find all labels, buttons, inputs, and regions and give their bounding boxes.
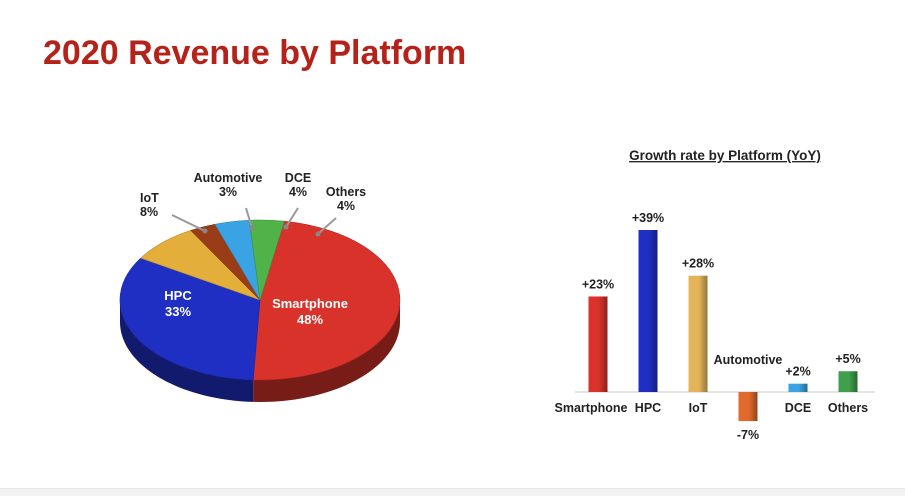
bar-category-smartphone: Smartphone [555, 401, 628, 415]
pie-label-iot: IoT [140, 191, 159, 205]
pie-label-automotive: Automotive [194, 171, 263, 185]
pie-leader-iot [171, 214, 206, 232]
bar-value-dce: +2% [785, 365, 810, 379]
bar-dce [788, 383, 808, 392]
bar-value-automotive: -7% [737, 428, 759, 442]
pie-leader-dot-others [315, 231, 321, 237]
pie-leader-others [317, 217, 337, 235]
pie-label-hpc: HPC [164, 288, 192, 303]
bar-chart-svg: Growth rate by Platform (YoY) +23% Smartph… [555, 148, 875, 442]
pie-value-dce: 4% [289, 185, 307, 199]
pie-label-dce: DCE [285, 171, 311, 185]
pie-leader-dce [285, 207, 299, 228]
pie-slice-smartphone [252, 220, 401, 381]
bar-category-others: Others [828, 401, 868, 415]
bar-value-hpc: +39% [632, 211, 664, 225]
bar-hpc [638, 230, 658, 392]
revenue-pie-chart: Smartphone 48% HPC 33% IoT 8% Automotive 3% DCE 4… [110, 160, 430, 420]
pie-side-smartphone [253, 300, 400, 402]
bar-group-automotive: -7% Automotive [714, 353, 783, 442]
pie-value-others: 4% [337, 199, 355, 213]
pie-value-automotive: 3% [219, 185, 237, 199]
pie-label-smartphone: Smartphone [272, 296, 348, 311]
pie-slices [119, 219, 401, 381]
bar-others [838, 371, 858, 392]
pie-leader-automotive [245, 207, 253, 229]
pie-value-iot: 8% [140, 205, 158, 219]
bar-category-iot: IoT [689, 401, 708, 415]
bar-chart-title: Growth rate by Platform (YoY) [629, 148, 821, 163]
bar-category-hpc: HPC [635, 401, 661, 415]
bar-value-smartphone: +23% [582, 277, 614, 291]
pie-leader-dot-iot [202, 228, 208, 234]
bar-iot [688, 275, 708, 392]
pie-side-walls [120, 300, 400, 402]
pie-label-others: Others [326, 185, 366, 199]
bar-group-iot: +28% IoT [682, 257, 714, 415]
pie-leader-dot-automotive [249, 225, 255, 231]
pie-slice-hpc [119, 257, 261, 381]
bar-value-others: +5% [835, 352, 860, 366]
bar-smartphone [588, 296, 608, 392]
pie-side-hpc [120, 300, 254, 402]
bar-category-automotive: Automotive [714, 353, 783, 367]
bar-value-iot: +28% [682, 257, 714, 271]
bar-group-hpc: +39% HPC [632, 211, 664, 415]
pie-labels: Smartphone48%HPC33%IoT8%Automotive3%DCE4… [140, 171, 366, 327]
bar-automotive [738, 392, 758, 422]
pie-leader-dot-dce [283, 224, 289, 230]
bar-category-dce: DCE [785, 401, 811, 415]
pie-chart-svg: Smartphone48%HPC33%IoT8%Automotive3%DCE4… [119, 171, 401, 402]
bar-group-others: +5% Others [828, 352, 868, 415]
bottom-strip [0, 488, 905, 496]
bar-group-dce: +2% DCE [785, 365, 811, 415]
pie-value-hpc: 33% [165, 304, 191, 319]
bar-group-smartphone: +23% Smartphone [555, 277, 628, 415]
growth-bar-chart: Growth rate by Platform (YoY) +23% Smartph… [545, 140, 895, 450]
pie-value-smartphone: 48% [297, 312, 323, 327]
page-title: 2020 Revenue by Platform [43, 34, 467, 72]
